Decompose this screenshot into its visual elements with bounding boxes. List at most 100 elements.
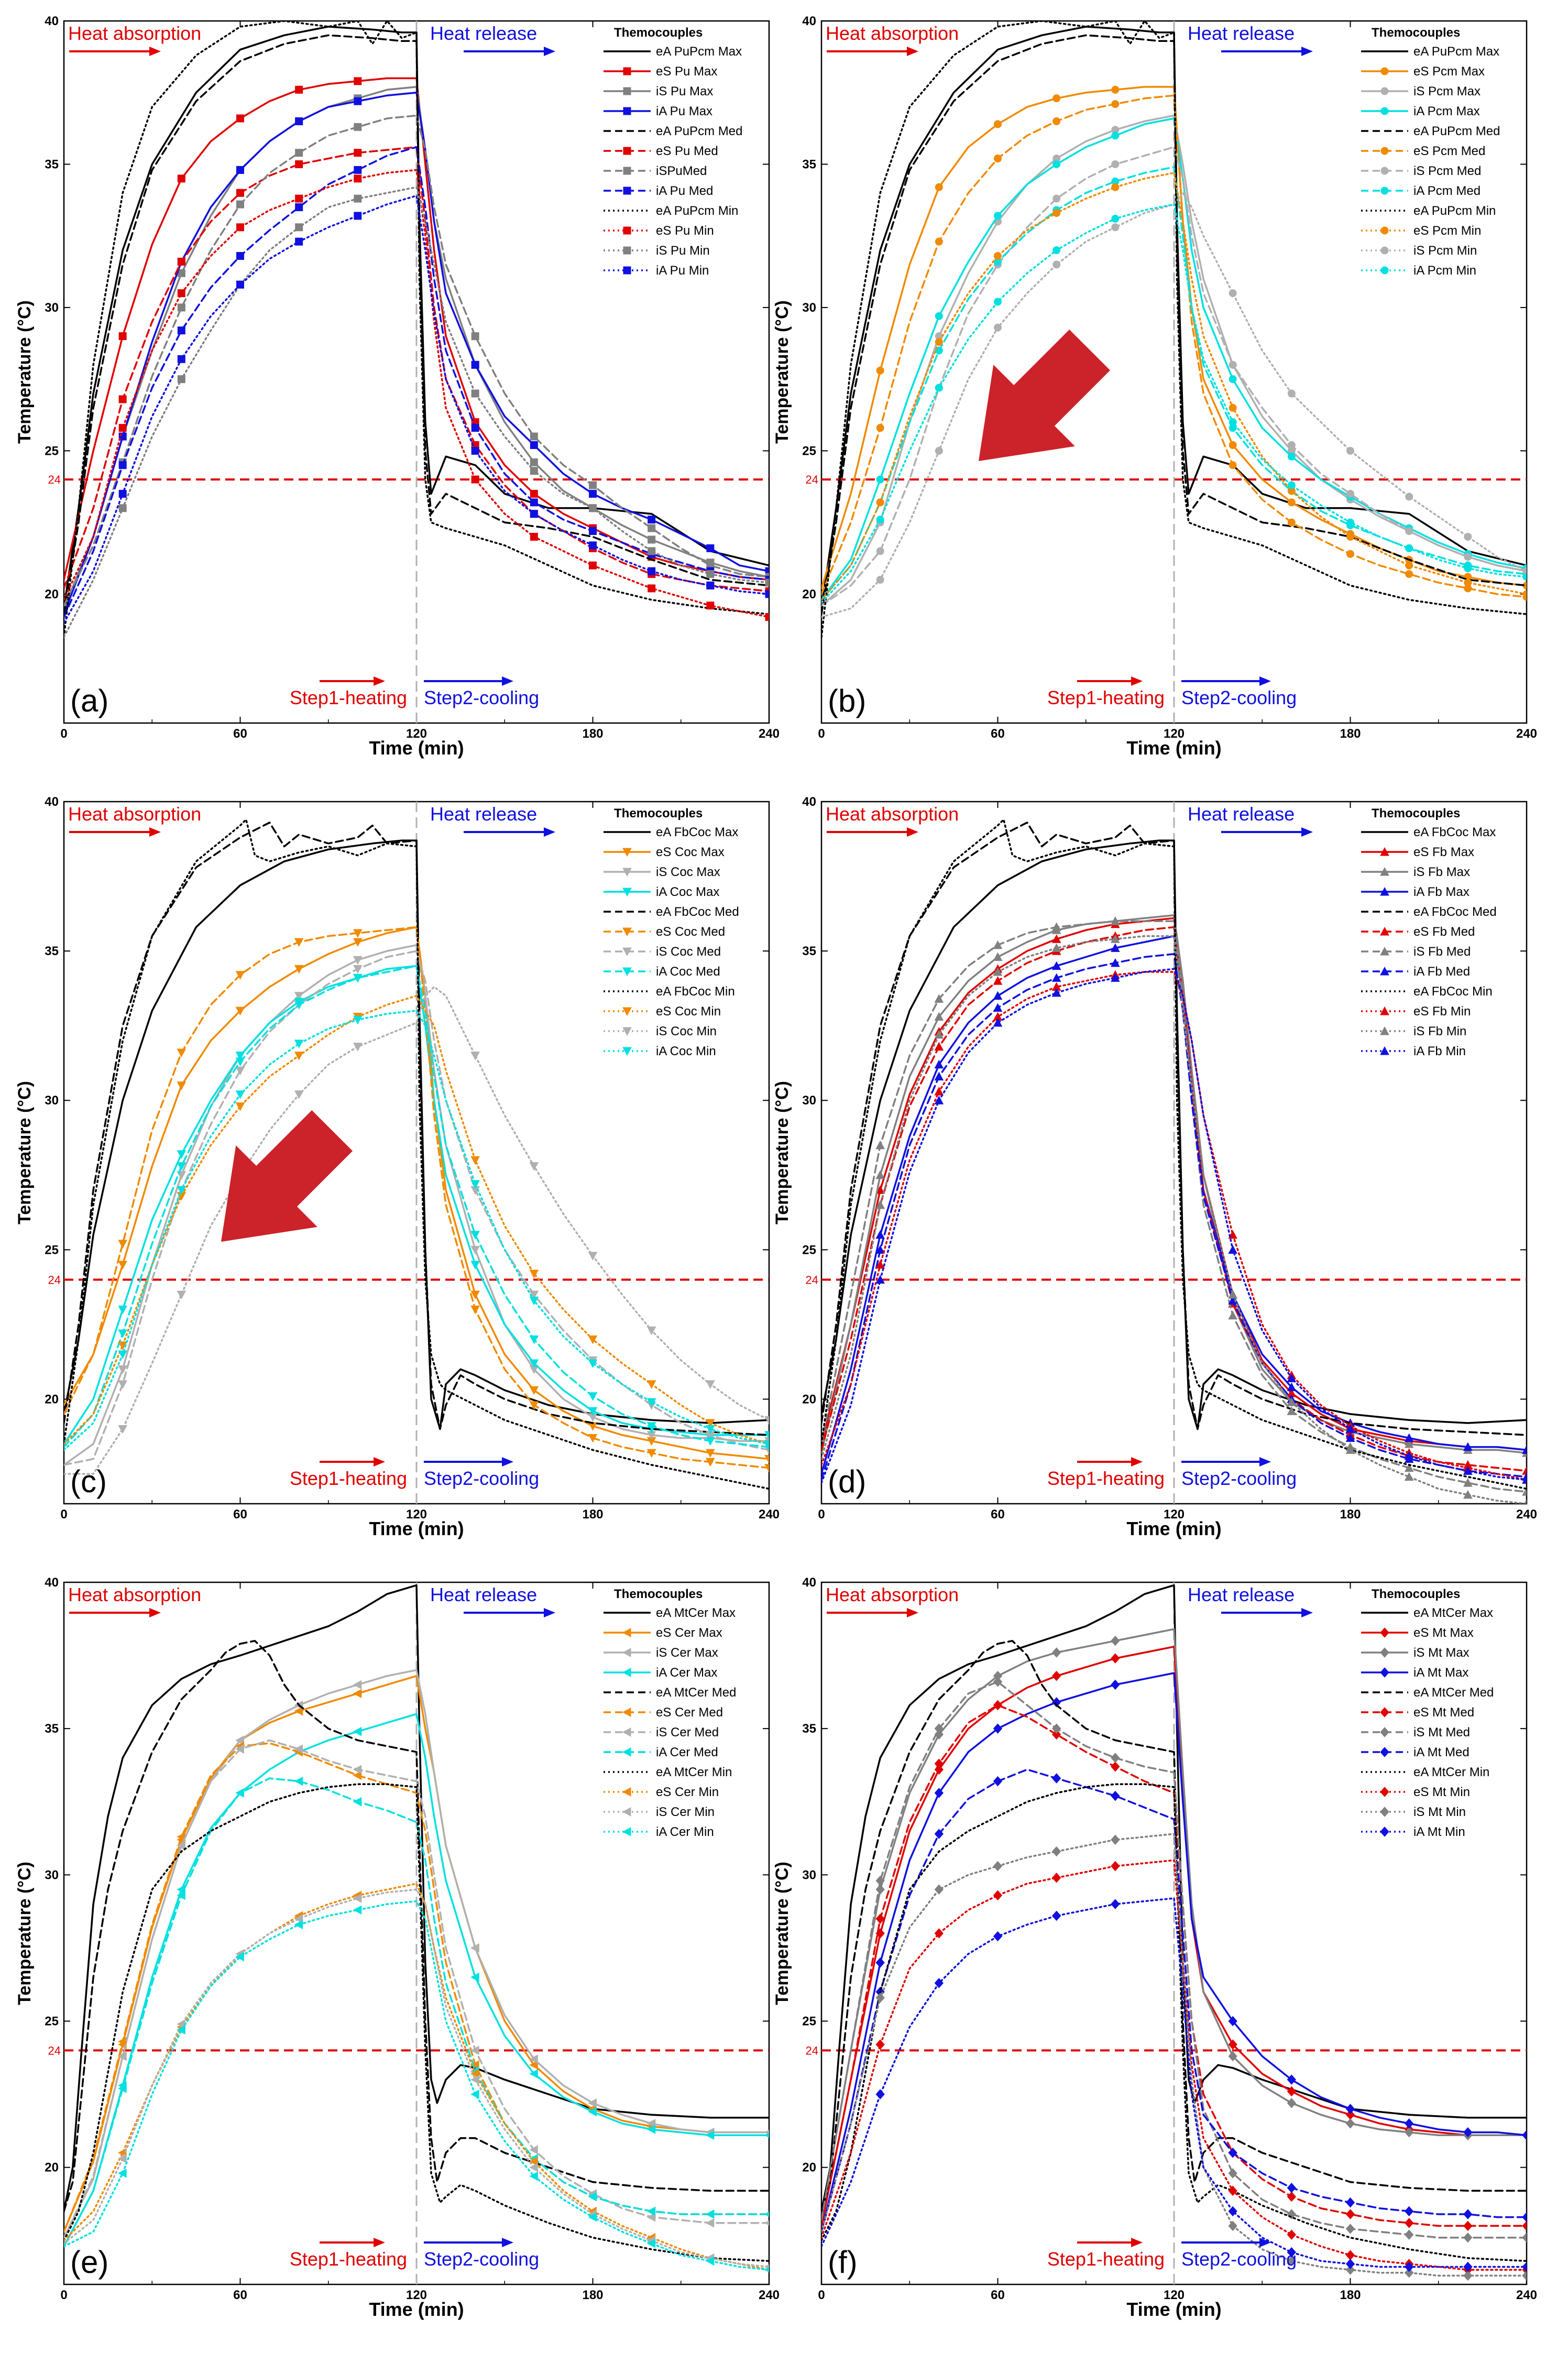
series-point <box>875 1170 885 1179</box>
series-point <box>177 1890 185 1900</box>
legend-swatch-marker <box>1380 1667 1389 1678</box>
series-point <box>934 1059 944 1069</box>
series-point <box>1229 403 1237 412</box>
y-axis-title: Temperature (°C) <box>15 1081 35 1224</box>
series-point <box>529 2054 538 2064</box>
legend-entry: iA Fb Max <box>1413 885 1470 899</box>
series-point <box>1052 94 1061 103</box>
x-tick-label: 240 <box>1516 1507 1537 1522</box>
series-point <box>588 1407 598 1416</box>
series-point <box>1463 2270 1473 2281</box>
series-point <box>530 458 538 466</box>
legend-title: Themocouples <box>614 806 703 821</box>
series-point <box>294 1706 303 1716</box>
series-line-es-coc-min <box>64 994 769 1445</box>
series-point <box>529 1386 539 1395</box>
legend-swatch-marker <box>1380 107 1389 115</box>
legend-entry: iS Fb Max <box>1413 865 1470 879</box>
series-point <box>706 601 715 610</box>
series-point <box>354 174 362 183</box>
series-point <box>470 2060 479 2070</box>
step2-label: Step2-cooling <box>424 687 539 708</box>
series-point <box>354 149 362 157</box>
series-point <box>353 1043 363 1052</box>
series-point <box>295 203 303 212</box>
legend-entry: iA Pu Max <box>656 104 712 118</box>
series-point <box>235 1090 245 1099</box>
legend-entry: iS Pu Max <box>656 84 713 99</box>
series-group <box>64 818 769 1490</box>
series-point <box>934 1829 944 1839</box>
series-line-is-fb-min <box>821 935 1527 1504</box>
legend-entry: eS Pcm Max <box>1413 64 1485 79</box>
series-point <box>1524 1498 1527 1504</box>
series-point <box>354 123 362 131</box>
series-point <box>529 2162 538 2172</box>
series-point <box>1110 943 1120 952</box>
series-line-es-pu-med <box>64 146 769 593</box>
series-point <box>588 2107 597 2117</box>
series-point <box>353 1015 363 1025</box>
legend-swatch-marker <box>1380 147 1389 155</box>
legend-entry: eA MtCer Med <box>656 1686 736 1700</box>
series-point <box>295 85 303 94</box>
series-point <box>177 289 185 298</box>
series-point <box>1522 2212 1527 2223</box>
series-point <box>177 1162 187 1171</box>
step2-arrow-head <box>502 676 513 686</box>
series-point <box>1287 481 1296 489</box>
x-tick-label: 120 <box>1164 2288 1185 2302</box>
series-point <box>177 326 185 335</box>
series-point <box>1463 2261 1473 2272</box>
x-tick-label: 240 <box>1516 2288 1537 2302</box>
legend-swatch-marker <box>622 888 632 897</box>
step2-arrow-head <box>502 1457 513 1467</box>
legend-title: Themocouples <box>1372 1587 1460 1601</box>
series-point <box>118 504 127 512</box>
legend-entry: iSPuMed <box>656 164 707 178</box>
step1-label: Step1-heating <box>1047 687 1165 708</box>
x-axis-title: Time (min) <box>369 2299 464 2320</box>
y-tick-label: 25 <box>45 1243 59 1257</box>
series-point <box>1228 1245 1238 1254</box>
step2-arrow-head <box>502 2238 513 2247</box>
legend-entry: iS Cer Min <box>656 1805 715 1819</box>
panel-a: 0 60 120 180 240 20 25 30 35 40 Time (min) Temperat… <box>15 14 780 759</box>
legend-entry: iS Pcm Med <box>1413 164 1481 178</box>
legend-entry: iA Fb Min <box>1413 1044 1466 1058</box>
legend-entry: eS Mt Med <box>1413 1705 1474 1720</box>
legend-swatch-marker <box>622 1787 631 1797</box>
series-point <box>935 446 943 455</box>
series-point <box>118 2154 127 2163</box>
legend-entry: eS Pcm Min <box>1413 224 1481 238</box>
series-point <box>588 1335 598 1344</box>
step2-arrow-head <box>1259 676 1271 686</box>
legend-entry: iA Coc Min <box>656 1044 716 1058</box>
legend-entry: iA Mt Max <box>1413 1666 1468 1680</box>
series-point <box>1463 2232 1473 2243</box>
legend-swatch-marker <box>1380 1787 1389 1797</box>
series-point <box>294 1090 304 1099</box>
legend-swatch-marker <box>622 1727 631 1737</box>
series-line-es-pcm-min <box>821 172 1527 601</box>
series-point <box>876 424 884 432</box>
series-point <box>1345 2209 1355 2219</box>
series-point <box>177 257 185 266</box>
series-point <box>1052 260 1061 269</box>
x-tick-label: 120 <box>406 1507 427 1522</box>
series-point <box>1051 1697 1061 1708</box>
legend-swatch-marker <box>1380 187 1389 195</box>
series-point <box>353 1894 362 1903</box>
series-point <box>1464 553 1472 561</box>
series-point <box>876 475 884 484</box>
legend-entry: iS Coc Min <box>656 1024 717 1038</box>
highlight-arrow-shape <box>979 329 1111 461</box>
series-point <box>353 965 363 974</box>
x-tick-label: 60 <box>233 1507 247 1522</box>
series-point <box>1345 1433 1355 1442</box>
series-point <box>529 1290 539 1299</box>
series-point <box>648 516 656 524</box>
series-point <box>295 237 303 246</box>
panel-e: 0 60 120 180 240 20 25 30 35 40 Time (min) Temperat… <box>15 1576 780 2320</box>
series-point <box>118 1350 128 1359</box>
